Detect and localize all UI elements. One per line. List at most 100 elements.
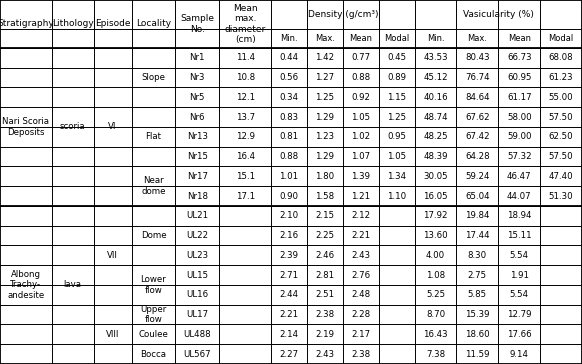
Text: 57.50: 57.50 [549,112,573,122]
Text: 1.25: 1.25 [387,112,406,122]
Text: 2.38: 2.38 [351,349,370,359]
Text: 10.8: 10.8 [236,73,255,82]
Text: Min.: Min. [280,34,298,43]
Text: 65.04: 65.04 [465,191,489,201]
Text: 8.30: 8.30 [468,251,487,260]
Text: 16.05: 16.05 [423,191,448,201]
Text: 2.17: 2.17 [351,330,370,339]
Text: 1.27: 1.27 [315,73,335,82]
Text: 47.40: 47.40 [549,172,573,181]
Text: Sample
No.: Sample No. [180,14,214,33]
Text: 2.71: 2.71 [279,270,299,280]
Text: 2.19: 2.19 [315,330,335,339]
Text: 2.12: 2.12 [351,211,370,220]
Text: 18.94: 18.94 [507,211,531,220]
Text: 1.29: 1.29 [315,152,335,161]
Text: 0.44: 0.44 [279,53,299,62]
Text: 1.02: 1.02 [351,132,370,141]
Text: 5.25: 5.25 [426,290,445,299]
Text: 0.89: 0.89 [387,73,406,82]
Text: Mean: Mean [349,34,372,43]
Text: 58.00: 58.00 [507,112,531,122]
Text: 1.42: 1.42 [315,53,335,62]
Text: 1.05: 1.05 [351,112,370,122]
Text: 76.74: 76.74 [465,73,489,82]
Text: 2.46: 2.46 [315,251,335,260]
Text: Dome: Dome [141,231,166,240]
Text: UL16: UL16 [186,290,208,299]
Text: 48.74: 48.74 [423,112,448,122]
Text: Nr6: Nr6 [190,112,205,122]
Text: 2.16: 2.16 [279,231,299,240]
Text: 17.44: 17.44 [465,231,489,240]
Text: Locality: Locality [136,19,171,28]
Text: Min.: Min. [427,34,444,43]
Text: 11.59: 11.59 [465,349,489,359]
Text: Modal: Modal [384,34,409,43]
Text: 61.17: 61.17 [507,93,531,102]
Text: 2.75: 2.75 [468,270,487,280]
Text: 1.01: 1.01 [279,172,299,181]
Text: 60.95: 60.95 [507,73,531,82]
Text: 2.10: 2.10 [279,211,299,220]
Text: 1.08: 1.08 [426,270,445,280]
Text: 12.79: 12.79 [507,310,531,319]
Text: 0.95: 0.95 [387,132,406,141]
Text: 43.53: 43.53 [423,53,448,62]
Text: 12.1: 12.1 [236,93,255,102]
Text: 17.92: 17.92 [423,211,448,220]
Text: 67.42: 67.42 [465,132,489,141]
Text: Mean
max.
diameter
(cm): Mean max. diameter (cm) [225,4,266,44]
Text: Nr17: Nr17 [187,172,208,181]
Text: 1.39: 1.39 [352,172,370,181]
Text: 12.9: 12.9 [236,132,255,141]
Text: lava: lava [64,280,81,289]
Text: 2.15: 2.15 [315,211,335,220]
Text: 0.88: 0.88 [279,152,299,161]
Text: UL567: UL567 [183,349,211,359]
Text: 2.21: 2.21 [351,231,370,240]
Text: UL23: UL23 [186,251,208,260]
Text: 5.54: 5.54 [510,251,529,260]
Text: 0.90: 0.90 [279,191,299,201]
Text: Bocca: Bocca [140,349,166,359]
Text: Density (g/cm³): Density (g/cm³) [307,10,378,19]
Text: 1.58: 1.58 [315,191,335,201]
Text: UL488: UL488 [183,330,211,339]
Text: 51.30: 51.30 [549,191,573,201]
Text: Vasicularity (%): Vasicularity (%) [463,10,534,19]
Text: Albong
Trachy-
andesite: Albong Trachy- andesite [8,270,45,300]
Text: 18.60: 18.60 [465,330,489,339]
Text: 45.12: 45.12 [423,73,448,82]
Text: 1.07: 1.07 [351,152,370,161]
Text: 48.39: 48.39 [423,152,448,161]
Text: 40.16: 40.16 [423,93,448,102]
Text: 2.27: 2.27 [279,349,299,359]
Text: Lower
flow: Lower flow [141,275,166,295]
Text: Stratigraphy: Stratigraphy [0,19,54,28]
Text: 64.28: 64.28 [465,152,489,161]
Text: 2.14: 2.14 [279,330,299,339]
Text: 2.25: 2.25 [315,231,335,240]
Text: 19.84: 19.84 [465,211,489,220]
Text: 2.48: 2.48 [351,290,370,299]
Text: 62.50: 62.50 [549,132,573,141]
Text: 2.81: 2.81 [315,270,335,280]
Text: 2.43: 2.43 [315,349,335,359]
Text: 61.23: 61.23 [549,73,573,82]
Text: 2.39: 2.39 [279,251,299,260]
Text: 2.28: 2.28 [351,310,370,319]
Text: UL15: UL15 [186,270,208,280]
Text: Near
dome: Near dome [141,177,166,196]
Text: 15.1: 15.1 [236,172,255,181]
Text: Upper
flow: Upper flow [140,305,166,324]
Text: UL17: UL17 [186,310,208,319]
Text: 2.21: 2.21 [279,310,299,319]
Text: Nr1: Nr1 [190,53,205,62]
Text: 17.66: 17.66 [507,330,531,339]
Text: 59.24: 59.24 [465,172,489,181]
Text: 2.76: 2.76 [351,270,370,280]
Text: 1.10: 1.10 [387,191,406,201]
Text: 0.81: 0.81 [279,132,299,141]
Text: 66.73: 66.73 [507,53,531,62]
